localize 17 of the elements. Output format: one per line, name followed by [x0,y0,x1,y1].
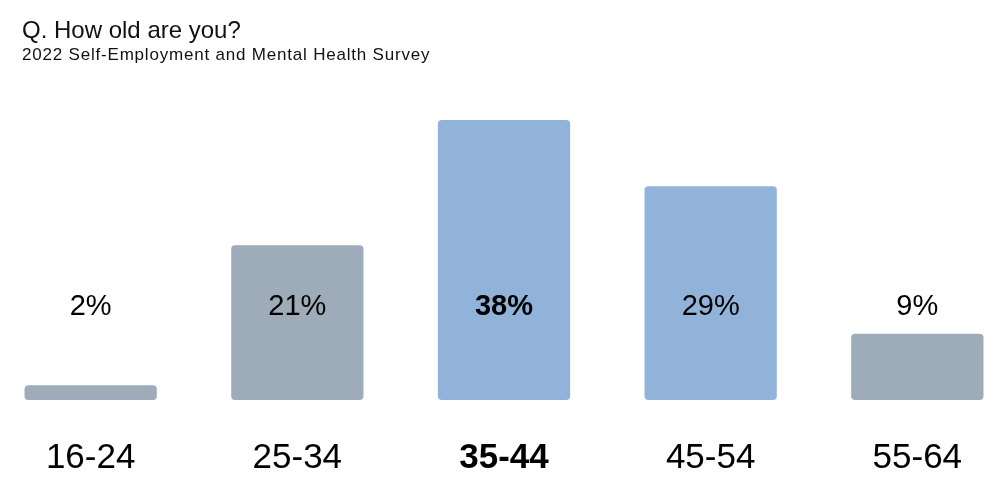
x-tick-label: 55-64 [872,436,963,475]
data-label: 38% [474,289,534,321]
data-label: 2% [69,289,112,321]
bar [231,245,364,400]
bar [851,333,984,400]
data-label: 21% [268,289,327,321]
data-label: 9% [896,289,939,321]
chart-title: Q. How old are you? [22,16,241,43]
x-tick-label: 25-34 [252,436,343,475]
x-tick-label: 35-44 [459,436,550,475]
bar [24,385,157,400]
data-label: 29% [681,289,740,321]
x-tick-label: 16-24 [45,436,136,475]
chart-subtitle: 2022 Self-Employment and Mental Health Survey [22,45,431,64]
bar [437,120,571,400]
bar [644,186,777,400]
x-tick-label: 45-54 [665,436,756,475]
